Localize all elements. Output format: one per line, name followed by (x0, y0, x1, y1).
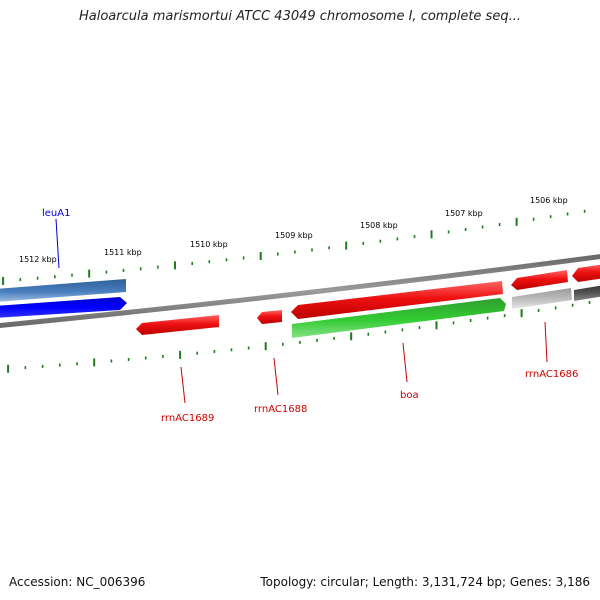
map-title: Haloarcula marismortui ATCC 43049 chromo… (79, 9, 521, 24)
gene-red-upper-1[interactable] (511, 270, 568, 290)
gene-leuA1[interactable] (0, 279, 126, 302)
scale-label-1510: 1510 kbp (190, 240, 228, 249)
outer-scale-ticks (2, 209, 586, 285)
scale-label-1511: 1511 kbp (104, 248, 142, 257)
gene-blue-feature[interactable] (0, 297, 127, 318)
leader-leuA1 (55, 218, 60, 269)
accession-text: Accession: NC_006396 (9, 575, 146, 589)
label-rrnAC1689: rrnAC1689 (161, 413, 214, 424)
leader-rrnAC1688 (273, 357, 279, 396)
gene-red-upper-2[interactable] (572, 264, 600, 282)
scale-label-1506: 1506 kbp (530, 196, 568, 205)
leader-rrnAC1689 (180, 366, 186, 404)
chromosome-backbone (0, 254, 600, 329)
gene-rrnAC1686[interactable] (512, 288, 572, 309)
gene-dark-grey-feature[interactable] (574, 285, 600, 301)
label-rrnAC1688: rrnAC1688 (254, 404, 307, 415)
inner-scale-ticks (7, 301, 591, 373)
leader-rrnAC1686 (544, 321, 548, 363)
label-rrnAC1686: rrnAC1686 (525, 369, 578, 380)
scale-label-1509: 1509 kbp (275, 231, 313, 240)
genome-summary-text: Topology: circular; Length: 3,131,724 bp… (260, 575, 590, 589)
gene-boa[interactable] (292, 298, 506, 338)
gene-rrnAC1688[interactable] (257, 310, 282, 324)
leader-boa (402, 342, 408, 383)
label-leuA1: leuA1 (42, 208, 70, 219)
scale-label-1512: 1512 kbp (19, 255, 57, 264)
scale-label-1508: 1508 kbp (360, 221, 398, 230)
scale-label-1507: 1507 kbp (445, 209, 483, 218)
gene-rrnAC1689[interactable] (136, 315, 219, 335)
label-boa: boa (400, 390, 419, 401)
gene-boa-red[interactable] (291, 281, 503, 319)
